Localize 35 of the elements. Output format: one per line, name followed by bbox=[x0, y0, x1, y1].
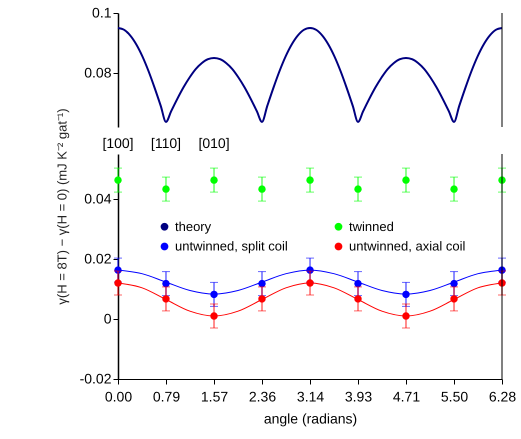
x-tick-label: 3.14 bbox=[296, 388, 324, 404]
legend-label: untwinned, split coil bbox=[175, 238, 288, 254]
point bbox=[450, 185, 458, 193]
x-tick-label: 6.28 bbox=[488, 388, 516, 404]
y-tick-label: 0 bbox=[104, 310, 112, 326]
point bbox=[354, 185, 362, 193]
x-axis-title: angle (radians) bbox=[264, 410, 358, 426]
y-tick-label: -0.02 bbox=[80, 370, 112, 386]
point bbox=[114, 266, 122, 274]
point bbox=[306, 176, 314, 184]
x-tick-label: 4.71 bbox=[392, 388, 420, 404]
point bbox=[210, 176, 218, 184]
legend-label: theory bbox=[175, 218, 212, 234]
x-tick-label: 1.57 bbox=[200, 388, 228, 404]
line-series bbox=[117, 27, 503, 123]
y-tick-label: 0.1 bbox=[92, 4, 112, 20]
y-axis-title: γ(H = 8T) − γ(H = 0) (mJ K⁻² gat⁻¹) bbox=[54, 108, 70, 305]
point bbox=[114, 176, 122, 184]
text: [110] bbox=[150, 135, 182, 151]
text: [100] bbox=[102, 135, 134, 151]
legend-label: untwinned, axial coil bbox=[349, 238, 466, 254]
x-tick-label: 0.79 bbox=[152, 388, 180, 404]
point bbox=[114, 279, 122, 287]
x-tick-label: 0.00 bbox=[104, 388, 132, 404]
x-tick-label: 5.50 bbox=[440, 388, 468, 404]
x-tick-label: 2.36 bbox=[248, 388, 276, 404]
y-tick-label: 0.02 bbox=[84, 250, 112, 266]
point bbox=[258, 185, 266, 193]
point bbox=[162, 185, 170, 193]
x-tick-label: 3.93 bbox=[344, 388, 372, 404]
point bbox=[402, 176, 410, 184]
y-tick-label: 0.04 bbox=[84, 190, 112, 206]
y-tick-label: 0.08 bbox=[84, 64, 112, 80]
legend-label: twinned bbox=[349, 218, 394, 234]
text: [010] bbox=[198, 135, 230, 151]
